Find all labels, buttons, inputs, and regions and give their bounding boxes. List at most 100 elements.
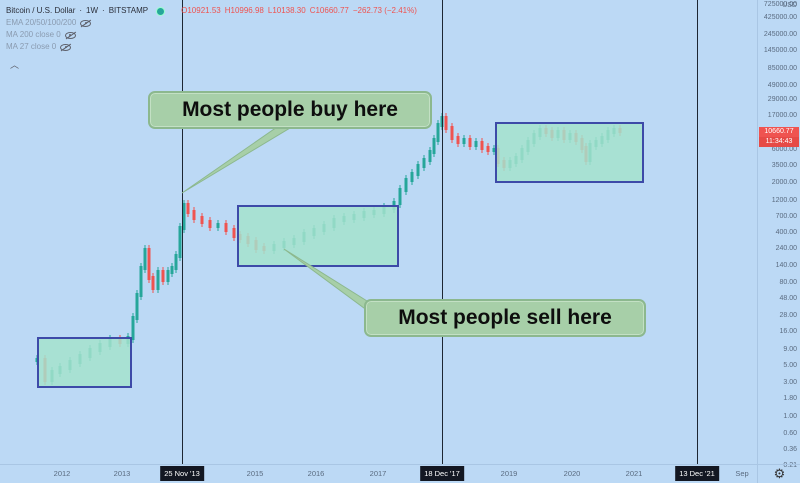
price-tick: 0.21 (783, 462, 797, 469)
time-tick: 2012 (53, 469, 71, 478)
indicator-row[interactable]: MA 27 close 0 (6, 41, 417, 53)
vertical-line-dec-2021[interactable] (697, 0, 698, 464)
indicator-label[interactable]: MA 27 close 0 (6, 42, 57, 51)
price-tick: 3500.00 (771, 162, 797, 169)
candle-body (416, 164, 420, 176)
price-tick: 48.00 (779, 295, 797, 302)
eye-hidden-icon[interactable] (60, 43, 72, 51)
price-tick: 16.00 (779, 328, 797, 335)
candle-body (398, 188, 402, 205)
candle-body (147, 248, 151, 280)
accumulation-zone-2015[interactable] (237, 205, 399, 267)
time-marker-nov-2013: 25 Nov '13 (160, 466, 204, 481)
price-tick: 425000.00 (763, 14, 797, 21)
last-price-label: 10660.77 (759, 127, 799, 137)
price-tick: 725000.00 (763, 1, 797, 8)
candle-body (232, 228, 236, 238)
legend-symbol-row: Bitcoin / U.S. Dollar · 1W · BITSTAMP O1… (6, 6, 417, 16)
candle-body (468, 138, 472, 147)
price-tick: 0.36 (783, 446, 797, 453)
close-value: C10660.77 (309, 6, 349, 15)
candle-body (432, 138, 436, 154)
time-tick: 2017 (369, 469, 387, 478)
time-marker-dec-2021: 13 Dec '21 (675, 466, 719, 481)
price-tick: 145000.00 (763, 47, 797, 54)
time-marker-dec-2017: 18 Dec '17 (420, 466, 464, 481)
eye-hidden-icon[interactable] (64, 31, 76, 39)
candle-body (166, 270, 170, 282)
bar-countdown-label: 11:34:43 (759, 137, 799, 147)
candle-body (174, 254, 178, 270)
interval-label[interactable]: 1W (86, 6, 99, 15)
market-status-icon (156, 6, 166, 16)
chart-pane[interactable]: Most people buy here Most people sell he… (0, 0, 757, 464)
candle-body (216, 223, 220, 228)
change-value: −262.73 (−2.41%) (352, 6, 417, 15)
time-tick: 2021 (625, 469, 643, 478)
accumulation-zone-2019[interactable] (495, 122, 644, 183)
candle-body (444, 116, 448, 130)
vertical-line-dec-2017[interactable] (442, 0, 443, 464)
callout-pointers (181, 117, 376, 312)
price-axis[interactable]: USD 725000.00 425000.00 245000.00 145000.00… (757, 0, 800, 469)
time-tick: Sep (735, 469, 749, 478)
collapse-legend-icon[interactable]: ︿ (10, 60, 20, 70)
price-tick: 28.00 (779, 312, 797, 319)
callout-buy[interactable]: Most people buy here (148, 91, 432, 129)
indicator-row[interactable]: MA 200 close 0 (6, 29, 417, 41)
price-tick: 6000.00 (771, 146, 797, 153)
time-tick: 2015 (246, 469, 264, 478)
time-tick: 2020 (563, 469, 581, 478)
candle-body (456, 136, 460, 144)
open-value: O10921.53 (181, 6, 221, 15)
candle-body (224, 223, 228, 232)
price-tick: 1200.00 (771, 197, 797, 204)
low-value: L10138.30 (267, 6, 306, 15)
time-tick: 2019 (500, 469, 518, 478)
accumulation-zone-2012[interactable] (37, 337, 132, 388)
candle-body (182, 203, 186, 230)
candle-body (474, 141, 478, 147)
price-tick: 3.00 (783, 379, 797, 386)
candle-body (151, 276, 155, 290)
settings-gear-icon[interactable]: ⚙ (757, 464, 800, 483)
candle-body (170, 266, 174, 274)
time-tick: 2013 (113, 469, 131, 478)
chart-legend: Bitcoin / U.S. Dollar · 1W · BITSTAMP O1… (6, 5, 417, 53)
candle-body (436, 123, 440, 142)
candle-body (131, 316, 135, 340)
symbol-name[interactable]: Bitcoin / U.S. Dollar (6, 6, 76, 15)
indicator-label[interactable]: MA 200 close 0 (6, 30, 61, 39)
price-tick: 400.00 (775, 229, 797, 236)
price-tick: 2000.00 (771, 179, 797, 186)
price-tick: 9.00 (783, 346, 797, 353)
candle-body (143, 248, 147, 270)
candle-body (200, 216, 204, 224)
indicator-row[interactable]: EMA 20/50/100/200 (6, 17, 417, 29)
time-axis[interactable]: 2012 2013 2015 2016 2017 2019 2020 2021 Sep 25 N… (0, 464, 757, 483)
price-tick: 240.00 (775, 245, 797, 252)
price-tick: 85000.00 (767, 65, 797, 72)
price-tick: 700.00 (775, 213, 797, 220)
price-tick: 49000.00 (767, 82, 797, 89)
price-tick: 140.00 (775, 262, 797, 269)
candle-body (492, 148, 496, 152)
candle-body (480, 141, 484, 150)
callout-sell[interactable]: Most people sell here (364, 299, 646, 337)
candle-body (404, 178, 408, 192)
candle-body (462, 138, 466, 144)
candle-body (428, 150, 432, 162)
candle-body (135, 293, 139, 320)
price-tick: 29000.00 (767, 96, 797, 103)
vertical-line-nov-2013[interactable] (182, 0, 183, 464)
price-tick: 245000.00 (763, 31, 797, 38)
candle-body (486, 146, 490, 152)
price-tick: 5.00 (783, 362, 797, 369)
time-tick: 2016 (307, 469, 325, 478)
eye-hidden-icon[interactable] (80, 19, 92, 27)
candle-body (156, 270, 160, 290)
price-tick: 17000.00 (767, 112, 797, 119)
indicator-label[interactable]: EMA 20/50/100/200 (6, 18, 77, 27)
candle-body (422, 158, 426, 168)
currency-label[interactable]: USD (782, 2, 797, 9)
